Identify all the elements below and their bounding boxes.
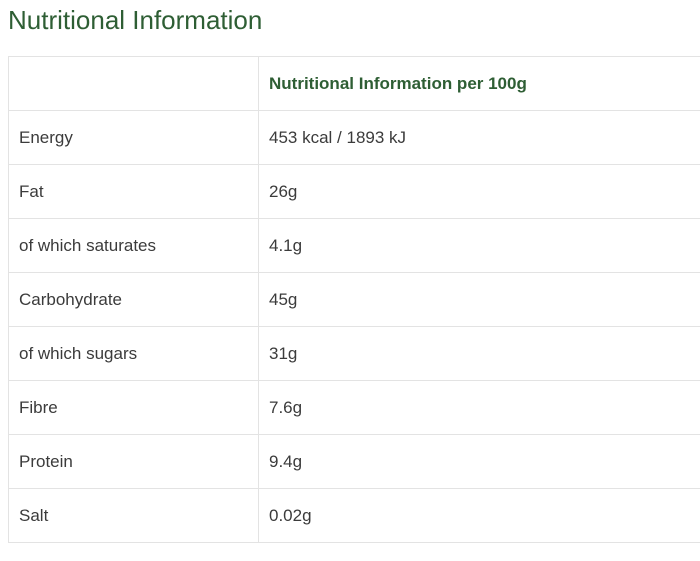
nutrient-name: Carbohydrate: [8, 272, 259, 327]
nutrient-name: Fat: [8, 164, 259, 219]
nutrient-value: 9.4g: [258, 434, 700, 489]
nutrient-name: Fibre: [8, 380, 259, 435]
table-row: Energy 453 kcal / 1893 kJ: [8, 110, 700, 165]
nutrient-name: of which saturates: [8, 218, 259, 273]
nutrient-value: 0.02g: [258, 488, 700, 543]
table-row: Protein 9.4g: [8, 434, 700, 489]
nutrient-name: of which sugars: [8, 326, 259, 381]
nutrient-value: 45g: [258, 272, 700, 327]
table-row: Fibre 7.6g: [8, 380, 700, 435]
nutrient-name: Protein: [8, 434, 259, 489]
nutrient-value: 453 kcal / 1893 kJ: [258, 110, 700, 165]
table-row: of which sugars 31g: [8, 326, 700, 381]
table-row: Fat 26g: [8, 164, 700, 219]
table-header-row: Nutritional Information per 100g: [8, 56, 700, 111]
nutrient-value: 7.6g: [258, 380, 700, 435]
table-row: Carbohydrate 45g: [8, 272, 700, 327]
nutrient-name: Salt: [8, 488, 259, 543]
header-per-100g-column: Nutritional Information per 100g: [258, 56, 700, 111]
header-nutrient-column: [8, 56, 259, 111]
table-row: Salt 0.02g: [8, 488, 700, 543]
nutrient-value: 26g: [258, 164, 700, 219]
nutrient-name: Energy: [8, 110, 259, 165]
nutrition-table: Nutritional Information per 100g Energy …: [8, 56, 700, 543]
nutrient-value: 31g: [258, 326, 700, 381]
table-row: of which saturates 4.1g: [8, 218, 700, 273]
nutrient-value: 4.1g: [258, 218, 700, 273]
page-title: Nutritional Information: [8, 5, 263, 35]
